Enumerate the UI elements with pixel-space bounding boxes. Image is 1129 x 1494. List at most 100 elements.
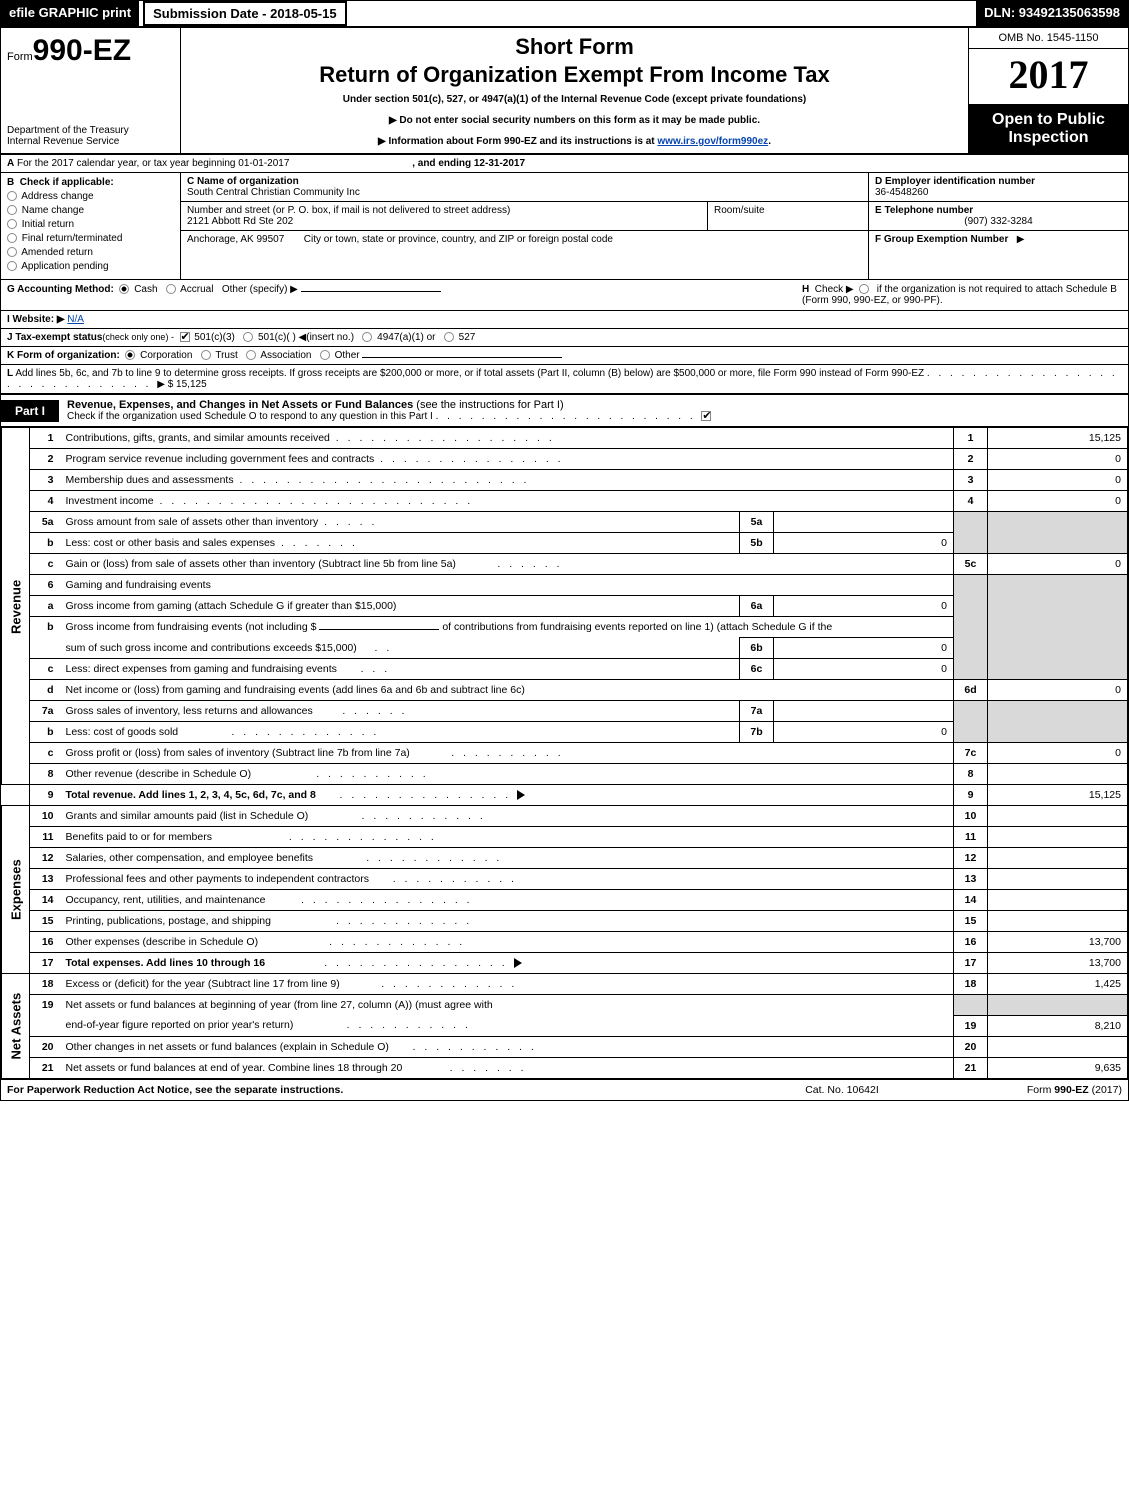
a-6d: 0 <box>988 680 1128 701</box>
box-b: B Check if applicable: Address change Na… <box>1 173 181 279</box>
k-other-blank[interactable] <box>362 357 562 358</box>
d-20: Other changes in net assets or fund bala… <box>60 1036 954 1057</box>
a-9: 15,125 <box>988 785 1128 806</box>
radio-icon <box>7 191 17 201</box>
d-20-text: Other changes in net assets or fund bala… <box>66 1041 389 1053</box>
dots-icon: . . . . . . . . . . . . . . . . . . . . … <box>436 411 702 422</box>
h-label: H <box>802 284 809 295</box>
radio-trust-icon[interactable] <box>201 350 211 360</box>
n-21: 21 <box>30 1057 60 1078</box>
radio-assoc-icon[interactable] <box>246 350 256 360</box>
dots-icon: . . . . . . . . . . . . <box>258 936 465 948</box>
d-5a-text: Gross amount from sale of assets other t… <box>66 516 319 528</box>
chk-amended[interactable]: Amended return <box>7 247 174 258</box>
chk-pending[interactable]: Application pending <box>7 261 174 272</box>
radio-other-icon[interactable] <box>320 350 330 360</box>
l-amount: ▶ $ 15,125 <box>157 379 206 390</box>
dept-treasury: Department of the Treasury Internal Reve… <box>7 125 174 147</box>
a-11 <box>988 827 1128 848</box>
k-label: K Form of organization: <box>7 350 120 361</box>
radio-cash-icon[interactable] <box>119 284 129 294</box>
a-16: 13,700 <box>988 932 1128 953</box>
header-left: Form990-EZ Department of the Treasury In… <box>1 28 181 153</box>
k-corp: Corporation <box>140 350 192 361</box>
radio-icon <box>7 233 17 243</box>
b-18: 18 <box>954 974 988 995</box>
b-4: 4 <box>954 491 988 512</box>
dots-icon: . . . . . . . <box>275 537 358 549</box>
ein-value: 36-4548260 <box>875 187 928 198</box>
row-13: 13 Professional fees and other payments … <box>2 869 1128 890</box>
form-page: efile GRAPHIC print Submission Date - 20… <box>0 0 1129 1101</box>
box-b-letter: B <box>7 177 14 188</box>
part1-hint: (see the instructions for Part I) <box>416 399 563 411</box>
footer: For Paperwork Reduction Act Notice, see … <box>1 1079 1128 1100</box>
row-19-bot: end-of-year figure reported on prior yea… <box>2 1015 1128 1036</box>
line-i: I Website: ▶ N/A <box>1 311 1128 329</box>
form-number: Form990-EZ <box>7 34 174 68</box>
chk-name-change[interactable]: Name change <box>7 205 174 216</box>
note-ssn: ▶ Do not enter social security numbers o… <box>191 115 958 126</box>
row-2: 2 Program service revenue including gove… <box>2 449 1128 470</box>
footer-left: For Paperwork Reduction Act Notice, see … <box>7 1084 742 1096</box>
a-2: 0 <box>988 449 1128 470</box>
name-label: Name of organization <box>197 176 299 187</box>
b-15: 15 <box>954 911 988 932</box>
part1-schedule-o-check-icon[interactable] <box>701 411 711 421</box>
d-19-2-text: end-of-year figure reported on prior yea… <box>66 1019 294 1031</box>
j-527: 527 <box>459 332 476 343</box>
d-1-text: Contributions, gifts, grants, and simila… <box>66 432 330 444</box>
dots-icon: . . . . . . . . . . <box>410 747 564 759</box>
g-other-blank[interactable] <box>301 291 441 292</box>
sv-6c: 0 <box>774 659 954 680</box>
n-5a: 5a <box>30 512 60 533</box>
chk-501c3-icon[interactable] <box>180 332 190 342</box>
website-link[interactable]: N/A <box>67 314 84 325</box>
line-a-label: A <box>7 158 14 169</box>
line-a-text: For the 2017 calendar year, or tax year … <box>17 158 289 169</box>
d-5c: Gain or (loss) from sale of assets other… <box>60 554 954 575</box>
submission-date: Submission Date - 2018-05-15 <box>143 1 347 26</box>
b-3: 3 <box>954 470 988 491</box>
row-12: 12 Salaries, other compensation, and emp… <box>2 848 1128 869</box>
blank-6b[interactable] <box>319 629 439 630</box>
radio-accrual-icon[interactable] <box>166 284 176 294</box>
chk-initial-return[interactable]: Initial return <box>7 219 174 230</box>
radio-501c-icon[interactable] <box>243 332 253 342</box>
l-label: L <box>7 368 13 379</box>
sn-7a: 7a <box>740 701 774 722</box>
row-9: 9 Total revenue. Add lines 1, 2, 3, 4, 5… <box>2 785 1128 806</box>
city-cell: Anchorage, AK 99507 City or town, state … <box>181 230 868 248</box>
irs-link[interactable]: www.irs.gov/form990ez <box>657 136 768 147</box>
dots-icon: . . . . . . . . . . . . . . . . . . . . … <box>234 474 530 486</box>
j-4947: 4947(a)(1) or <box>377 332 435 343</box>
note-info: ▶ Information about Form 990-EZ and its … <box>191 136 958 147</box>
radio-4947-icon[interactable] <box>362 332 372 342</box>
dots-icon: . . . . . . . . . . <box>251 768 429 780</box>
dots-icon: . . . . . . . <box>402 1062 526 1074</box>
b-11: 11 <box>954 827 988 848</box>
b-14: 14 <box>954 890 988 911</box>
radio-527-icon[interactable] <box>444 332 454 342</box>
sv-5b: 0 <box>774 533 954 554</box>
chk-final-return[interactable]: Final return/terminated <box>7 233 174 244</box>
sn-6c: 6c <box>740 659 774 680</box>
d-11-text: Benefits paid to or for members <box>66 831 212 843</box>
street-label: Number and street (or P. O. box, if mail… <box>187 205 510 216</box>
a-5c: 0 <box>988 554 1128 575</box>
dots-icon: . . . . . . . . . . . <box>308 810 486 822</box>
sn-5b: 5b <box>740 533 774 554</box>
line-h: H Check ▶ if the organization is not req… <box>802 284 1122 306</box>
dots-icon: . . . . . . . . . . . . . . . <box>266 894 473 906</box>
b-19: 19 <box>954 1015 988 1036</box>
d-11: Benefits paid to or for members . . . . … <box>60 827 954 848</box>
sn-7b: 7b <box>740 722 774 743</box>
radio-corp-icon[interactable] <box>125 350 135 360</box>
a-4: 0 <box>988 491 1128 512</box>
h-radio-icon[interactable] <box>859 284 869 294</box>
n-11: 11 <box>30 827 60 848</box>
chk-address-change[interactable]: Address change <box>7 191 174 202</box>
opt-initial: Initial return <box>22 219 74 230</box>
line-k: K Form of organization: Corporation Trus… <box>1 347 1128 365</box>
b-16: 16 <box>954 932 988 953</box>
